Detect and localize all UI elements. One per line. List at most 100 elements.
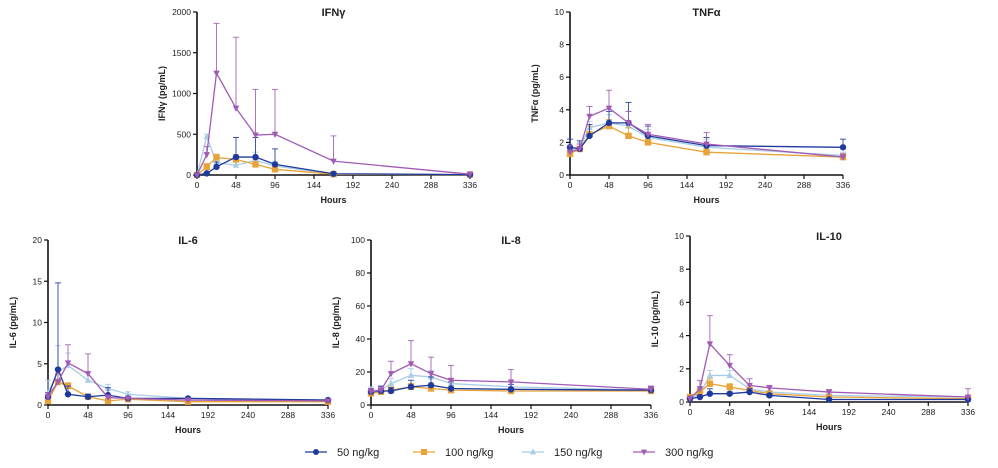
- x-axis-label: Hours: [498, 425, 524, 435]
- y-tick-label: 1000: [172, 89, 191, 99]
- series-300-ng-kg: [193, 22, 474, 179]
- data-point: [726, 383, 733, 391]
- data-point: [746, 382, 753, 390]
- legend-label: 50 ng/kg: [337, 447, 379, 459]
- panel-tnf-: 0 2 4 6 8 10 0 48 96 144 192 240 288 336 TNFα Hours TNFα…: [530, 7, 850, 205]
- data-point: [447, 377, 455, 384]
- legend-item: 100 ng/kg: [413, 447, 493, 459]
- data-point: [203, 152, 210, 159]
- data-point: [232, 161, 240, 168]
- x-tick-label: 48: [83, 410, 93, 420]
- data-point: [124, 395, 132, 403]
- data-point: [706, 341, 714, 348]
- y-tick-label: 0: [186, 170, 191, 180]
- data-point: [605, 122, 613, 130]
- data-point: [647, 386, 655, 394]
- series-line: [569, 107, 844, 158]
- panel-title: IFNγ: [322, 7, 347, 19]
- y-tick-label: 8: [559, 40, 564, 50]
- panel-il-6: 0 5 10 15 20 0 48 96 144 192 240 288 336 IL-6 Hours IL-…: [8, 235, 335, 435]
- data-point: [252, 132, 259, 139]
- data-point: [232, 105, 240, 112]
- series-50-ng-kg: [686, 388, 972, 403]
- data-point: [367, 389, 375, 396]
- x-tick-label: 48: [231, 180, 241, 190]
- data-point: [213, 70, 220, 77]
- x-tick-label: 96: [765, 407, 775, 417]
- x-tick-label: 192: [201, 410, 215, 420]
- data-point: [271, 131, 279, 138]
- data-point: [324, 398, 332, 405]
- series-300-ng-kg: [686, 315, 972, 403]
- x-tick-label: 240: [881, 407, 895, 417]
- data-point: [706, 380, 714, 387]
- x-tick-label: 336: [321, 410, 335, 420]
- y-tick-label: 4: [559, 105, 564, 115]
- x-tick-label: 240: [241, 410, 255, 420]
- data-point: [44, 394, 52, 401]
- panel-il-10: 0 2 4 6 8 10 0 48 96 144 192 240 288 336 IL-10 Hours IL-…: [650, 231, 975, 432]
- data-point: [576, 146, 583, 153]
- y-tick-label: 5: [37, 359, 42, 369]
- data-point: [706, 371, 714, 378]
- panel-title: IL-6: [178, 235, 198, 247]
- y-tick-label: 0: [360, 400, 365, 410]
- x-tick-label: 192: [719, 180, 733, 190]
- data-point: [193, 172, 201, 179]
- data-point: [726, 371, 733, 378]
- data-point: [839, 154, 847, 161]
- x-tick-label: 240: [385, 180, 399, 190]
- x-axis-label: Hours: [175, 425, 201, 435]
- data-point: [84, 393, 92, 400]
- y-tick-label: 10: [555, 7, 565, 17]
- x-tick-label: 0: [369, 410, 374, 420]
- data-point: [427, 385, 435, 392]
- data-point: [746, 388, 753, 396]
- x-tick-label: 240: [564, 410, 578, 420]
- y-tick-label: 2: [679, 364, 684, 374]
- data-point: [696, 393, 704, 401]
- y-tick-label: 0: [679, 397, 684, 407]
- x-tick-label: 192: [524, 410, 538, 420]
- data-point: [44, 397, 52, 405]
- data-point: [213, 163, 220, 171]
- x-axis-label: Hours: [816, 422, 842, 432]
- data-point: [252, 153, 259, 161]
- y-tick-label: 10: [33, 318, 43, 328]
- legend-item: 300 ng/kg: [633, 447, 713, 459]
- data-point: [407, 361, 415, 368]
- data-point: [686, 396, 694, 403]
- panel-title: TNFα: [692, 7, 720, 19]
- y-tick-label: 15: [33, 276, 43, 286]
- x-tick-label: 288: [604, 410, 618, 420]
- series-50-ng-kg: [44, 282, 332, 404]
- y-axis-label: IFNγ (pg/mL): [157, 66, 167, 121]
- legend-label: 100 ng/kg: [445, 447, 493, 459]
- x-tick-label: 96: [123, 410, 133, 420]
- y-tick-label: 2000: [172, 7, 191, 17]
- data-point: [213, 154, 220, 161]
- data-point: [54, 366, 62, 373]
- data-point: [104, 395, 112, 402]
- y-tick-label: 500: [177, 129, 191, 139]
- x-tick-label: 288: [281, 410, 295, 420]
- x-tick-label: 336: [463, 180, 477, 190]
- data-point: [766, 392, 773, 399]
- data-point: [706, 390, 714, 397]
- y-axis-label: IL-6 (pg/mL): [8, 297, 18, 349]
- x-tick-label: 144: [307, 180, 321, 190]
- series-300-ng-kg: [566, 89, 847, 161]
- x-tick-label: 288: [921, 407, 935, 417]
- data-point: [625, 132, 632, 140]
- x-tick-label: 96: [270, 180, 280, 190]
- data-point: [124, 390, 132, 397]
- data-point: [726, 390, 733, 397]
- legend-label: 150 ng/kg: [554, 447, 602, 459]
- data-point: [825, 396, 833, 403]
- x-tick-label: 48: [406, 410, 416, 420]
- y-tick-label: 6: [559, 72, 564, 82]
- x-tick-label: 0: [688, 407, 693, 417]
- data-point: [84, 376, 92, 383]
- legend-marker-square-icon: [421, 449, 427, 455]
